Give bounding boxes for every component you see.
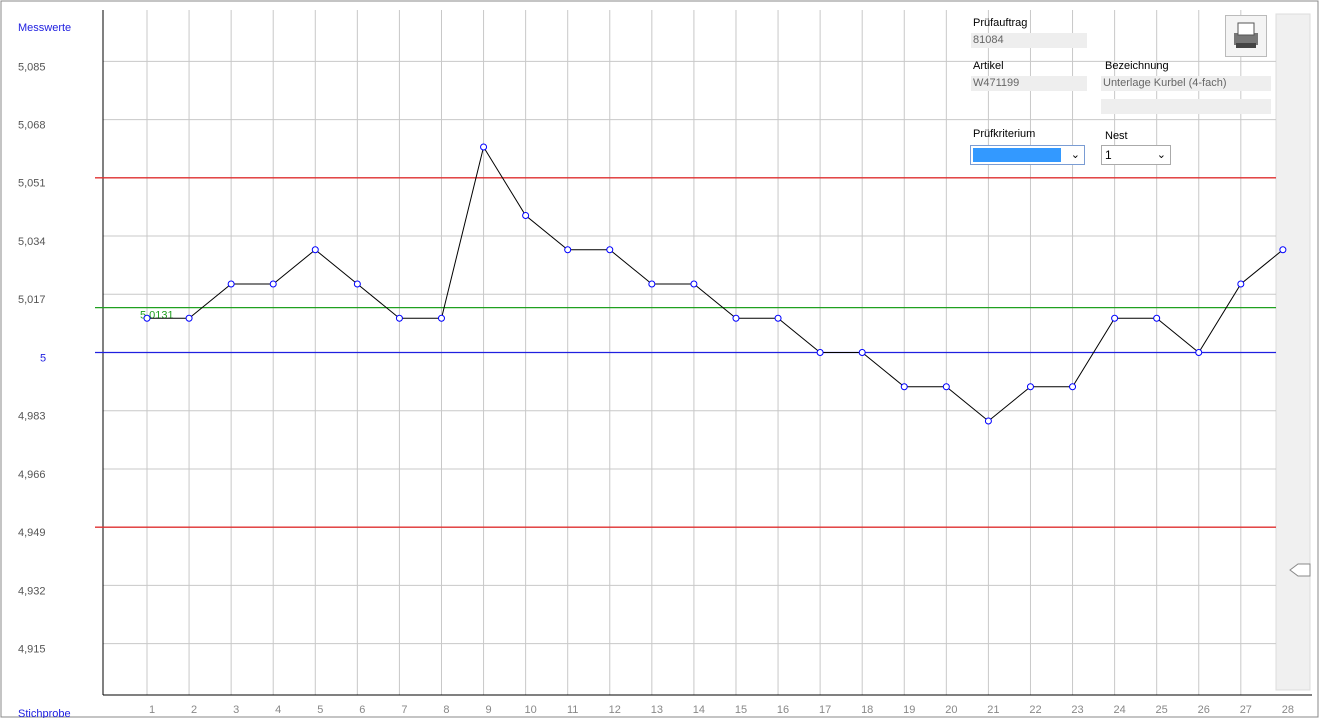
- y-tick-label: 4,915: [18, 644, 46, 656]
- data-point: [437, 314, 445, 322]
- x-tick-label: 19: [903, 704, 915, 716]
- x-tick-label: 15: [735, 704, 747, 716]
- scroll-thumb[interactable]: [1289, 563, 1311, 577]
- data-point: [395, 314, 403, 322]
- y-tick-label: 5,017: [18, 294, 46, 306]
- data-point: [1026, 383, 1034, 391]
- x-tick-label: 5: [317, 704, 323, 716]
- print-button[interactable]: [1225, 15, 1267, 57]
- data-point: [942, 383, 950, 391]
- data-point: [1237, 280, 1245, 288]
- y-tick-label: 4,949: [18, 527, 46, 539]
- series-line: [147, 145, 1284, 422]
- x-tick-label: 24: [1113, 704, 1125, 716]
- data-point: [858, 349, 866, 356]
- data-point: [690, 280, 698, 288]
- data-point: [311, 246, 319, 254]
- dropdown[interactable]: ⌄: [970, 145, 1085, 165]
- x-tick-label: 2: [191, 704, 197, 716]
- field: 81084: [971, 33, 1087, 48]
- x-tick-label: 14: [693, 704, 705, 716]
- data-point: [143, 314, 151, 322]
- x-tick-label: 1: [149, 704, 155, 716]
- dropdown-arrow[interactable]: ⌄: [1156, 149, 1166, 161]
- x-tick-label: 25: [1156, 704, 1168, 716]
- dropdown[interactable]: 1 ⌄: [1101, 145, 1171, 165]
- x-tick-label: 4: [275, 704, 281, 716]
- x-tick-label: 11: [567, 704, 578, 716]
- field: W471199: [971, 76, 1087, 91]
- data-point: [1111, 314, 1119, 322]
- label: Nest: [1105, 130, 1128, 142]
- label: Bezeichnung: [1105, 60, 1169, 72]
- data-point: [269, 280, 277, 288]
- data-point: [227, 280, 235, 288]
- x-tick-label: 9: [485, 704, 491, 716]
- data-point: [900, 383, 908, 391]
- label: Artikel: [973, 60, 1004, 72]
- x-tick-label: 28: [1282, 704, 1294, 716]
- x-tick-label: 21: [987, 704, 999, 716]
- data-point: [185, 314, 193, 322]
- x-tick-label: 16: [777, 704, 789, 716]
- data-point: [984, 417, 992, 425]
- x-tick-label: 10: [525, 704, 537, 716]
- data-point: [774, 314, 782, 322]
- x-axis-label: Stichprobe: [18, 708, 71, 718]
- selection: [973, 148, 1061, 162]
- y-tick-label: 4,983: [18, 411, 46, 423]
- y-tick-label: 5,068: [18, 120, 46, 132]
- x-tick-label: 12: [609, 704, 621, 716]
- x-tick-label: 26: [1198, 704, 1210, 716]
- data-point: [606, 246, 614, 254]
- y-tick-label: 4,966: [18, 469, 46, 481]
- x-tick-label: 17: [819, 704, 831, 716]
- y-axis-label: Messwerte: [18, 22, 71, 34]
- y-tick-label: 4,932: [18, 585, 46, 597]
- data-point: [816, 349, 824, 356]
- x-tick-label: 13: [651, 704, 663, 716]
- x-tick-label: 27: [1240, 704, 1252, 716]
- x-tick-label: 18: [861, 704, 873, 716]
- y-tick-label: 5,085: [18, 61, 46, 73]
- field: Unterlage Kurbel (4-fach): [1101, 76, 1271, 91]
- x-tick-label: 23: [1071, 704, 1083, 716]
- field: [1101, 99, 1271, 114]
- x-tick-label: 22: [1029, 704, 1041, 716]
- x-tick-label: 8: [443, 704, 449, 716]
- data-point: [1069, 383, 1077, 391]
- data-point: [1153, 314, 1161, 322]
- y-tick-label: 5,034: [18, 236, 46, 248]
- data-point: [564, 246, 572, 254]
- data-point: [732, 314, 740, 322]
- y-tick-label: 5,051: [18, 178, 46, 190]
- dropdown-value: 1: [1105, 148, 1112, 162]
- x-tick-label: 7: [401, 704, 407, 716]
- data-point: [480, 143, 488, 151]
- data-point: [1195, 349, 1203, 356]
- printer-icon: [1234, 22, 1258, 48]
- x-tick-label: 6: [359, 704, 365, 716]
- data-point: [353, 280, 361, 288]
- label: Prüfauftrag: [973, 17, 1028, 29]
- label: Prüfkriterium: [973, 128, 1036, 140]
- data-point: [522, 212, 530, 219]
- x-tick-label: 20: [945, 704, 957, 716]
- dropdown-arrow[interactable]: ⌄: [1070, 149, 1080, 161]
- y-tick-label: 5: [40, 352, 46, 364]
- data-point: [648, 280, 656, 288]
- scrollbar[interactable]: [1275, 13, 1311, 691]
- x-tick-label: 3: [233, 704, 239, 716]
- data-point: [1279, 246, 1287, 254]
